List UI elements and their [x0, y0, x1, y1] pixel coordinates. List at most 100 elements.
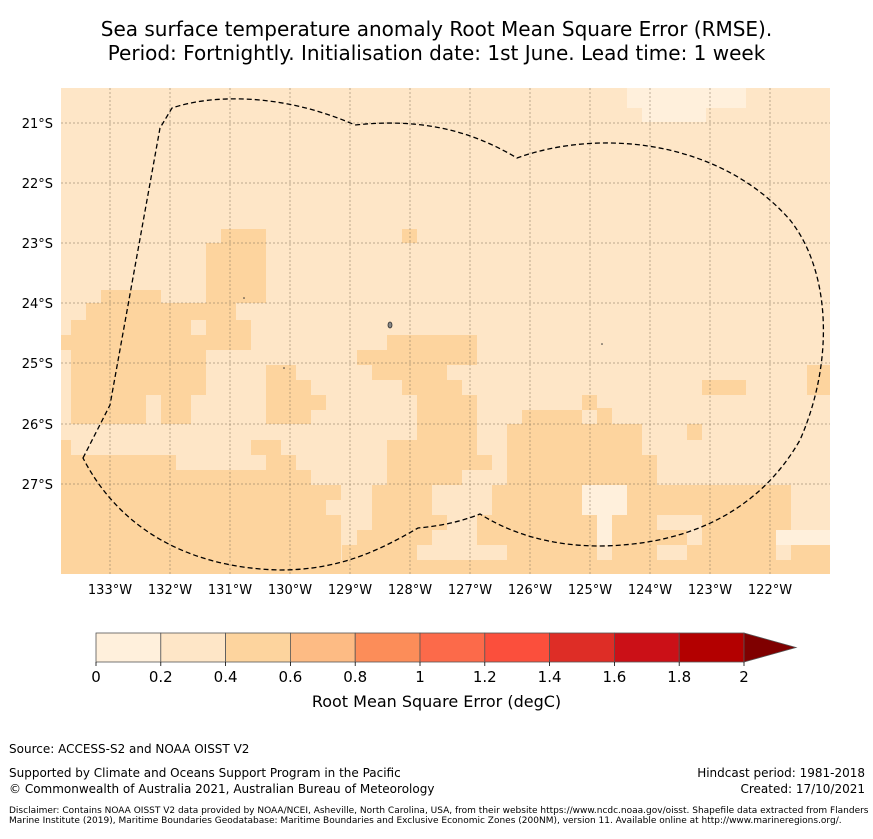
lon-tick-label: 126°W	[508, 583, 552, 598]
map-cell	[61, 335, 236, 350]
island	[601, 343, 603, 345]
map-cell	[61, 500, 326, 515]
map-cell	[357, 530, 432, 545]
lat-tick-label: 27°S	[22, 478, 53, 493]
island	[387, 321, 393, 329]
map-cell	[597, 408, 612, 424]
map-cell	[266, 380, 311, 395]
colorbar-tick-label: 1.2	[473, 668, 497, 686]
colorbar-tick-label: 1	[415, 668, 425, 686]
map-cell	[612, 485, 776, 515]
map-cell	[387, 335, 477, 365]
map-cell	[417, 395, 477, 440]
map-cell	[372, 515, 447, 530]
colorbar-cell	[549, 632, 615, 663]
disclaimer-text: Disclaimer: Contains NOAA OISST V2 data …	[9, 806, 869, 826]
map-cell	[791, 545, 830, 560]
map-cell	[206, 243, 266, 303]
lon-tick-label: 129°W	[328, 583, 372, 598]
chart-title-line2: Period: Fortnightly. Initialisation date…	[107, 41, 766, 65]
colorbar-cell	[95, 632, 162, 663]
lon-tick-label: 128°W	[388, 583, 432, 598]
lon-tick-label: 130°W	[268, 583, 312, 598]
colorbar-tick-label: 2	[739, 668, 749, 686]
map-cell	[372, 485, 432, 515]
map-cell	[402, 380, 462, 395]
lon-tick-label: 123°W	[688, 583, 732, 598]
map-cell	[101, 290, 161, 303]
colorbar-cells	[95, 632, 798, 663]
map-cell	[642, 108, 706, 122]
map-cell	[221, 229, 266, 243]
map-cell	[146, 455, 176, 470]
colorbar-cell	[678, 632, 745, 663]
map-cell	[687, 424, 702, 440]
hindcast-text: Hindcast period: 1981-2018	[697, 766, 865, 780]
colorbar-tick-label: 0.2	[149, 668, 173, 686]
lon-tick-label: 133°W	[88, 583, 132, 598]
map-cell	[582, 395, 597, 410]
colorbar-label: Root Mean Square Error (degC)	[311, 692, 562, 711]
map-cell	[702, 380, 746, 395]
map-cell	[387, 455, 492, 470]
map-cell	[71, 395, 146, 424]
map-cell	[507, 455, 657, 485]
latitude-ticks: 21°S 22°S 23°S 24°S 25°S 26°S 27°S	[22, 117, 53, 493]
colorbar-tick-label: 0.4	[214, 668, 238, 686]
colorbar-extend-arrow	[743, 632, 798, 663]
colorbar-ticks: 0 0.2 0.4 0.6 0.8 1 1.2 1.4 1.6 1.8 2	[91, 662, 749, 686]
map-cell	[251, 440, 281, 455]
lon-tick-label: 125°W	[568, 583, 612, 598]
colorbar-cell	[354, 632, 421, 663]
colorbar-tick-label: 0	[91, 668, 101, 686]
map-cell	[266, 455, 296, 470]
map-cell	[61, 485, 341, 500]
map-cell	[86, 303, 236, 320]
map-gridlines	[61, 88, 830, 574]
map-cell	[281, 470, 311, 485]
map-cell	[266, 365, 296, 380]
map-cell	[266, 410, 311, 424]
map-cell	[61, 515, 341, 560]
map-cell	[402, 229, 417, 243]
colorbar-cell	[160, 632, 227, 663]
map-cells	[61, 88, 830, 574]
map-cell	[477, 515, 507, 545]
map-cell	[357, 350, 387, 365]
colorbar-tick-label: 1.4	[538, 668, 562, 686]
map-cell	[387, 470, 462, 485]
map-cell	[266, 395, 326, 410]
copyright-text: © Commonwealth of Australia 2021, Austra…	[9, 782, 435, 796]
map-cell	[597, 515, 612, 545]
lon-tick-label: 132°W	[148, 583, 192, 598]
colorbar-tick-label: 1.8	[667, 668, 691, 686]
lon-tick-label: 122°W	[748, 583, 792, 598]
map-cell	[507, 515, 597, 560]
colorbar-cell	[614, 632, 680, 663]
map-cell	[627, 88, 746, 108]
lat-tick-label: 24°S	[22, 297, 53, 312]
map-cell	[71, 320, 191, 335]
island	[283, 367, 285, 369]
lat-tick-label: 23°S	[22, 237, 53, 252]
lat-tick-label: 22°S	[22, 177, 53, 192]
lat-tick-label: 25°S	[22, 357, 53, 372]
support-text: Supported by Climate and Oceans Support …	[9, 766, 401, 780]
map-cell	[61, 470, 281, 485]
longitude-ticks: 133°W 132°W 131°W 130°W 129°W 128°W 127°W 126°W…	[88, 583, 792, 598]
colorbar: 0 0.2 0.4 0.6 0.8 1 1.2 1.4 1.6 1.8 2	[91, 632, 798, 686]
map-cell	[61, 440, 71, 455]
map-cell	[702, 515, 776, 545]
map-cell	[582, 485, 627, 515]
map-cell	[687, 545, 776, 560]
rmse-map: 133°W 132°W 131°W 130°W 129°W 128°W 127°W 126°W…	[22, 88, 830, 598]
created-text: Created: 17/10/2021	[740, 782, 865, 796]
map-cell	[372, 365, 447, 380]
map-cell	[807, 365, 830, 395]
lon-tick-label: 131°W	[208, 583, 252, 598]
lat-tick-label: 21°S	[22, 117, 53, 132]
map-cell	[161, 395, 191, 424]
map-cell	[61, 560, 830, 574]
lon-tick-label: 124°W	[628, 583, 672, 598]
map-cell	[776, 530, 830, 545]
